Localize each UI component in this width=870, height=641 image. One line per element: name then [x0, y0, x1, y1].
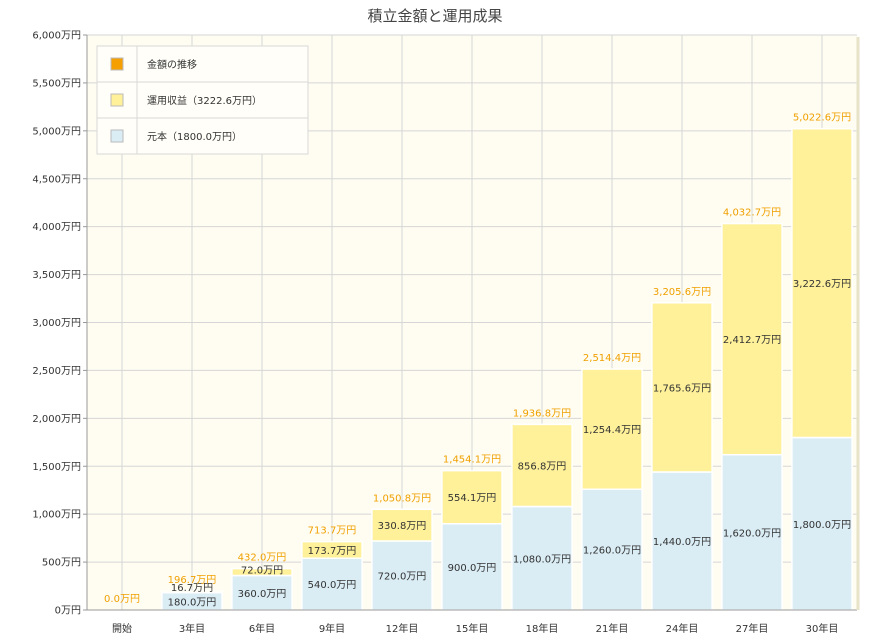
x-tick-label: 21年目 — [596, 622, 629, 635]
x-tick-label: 12年目 — [386, 622, 419, 635]
x-tick-label: 27年目 — [736, 622, 769, 635]
bar-return — [231, 567, 293, 577]
principal-data-label: 1,260.0万円 — [583, 546, 641, 557]
x-tick-label: 24年目 — [666, 622, 699, 635]
y-tick-label: 5,500万円 — [32, 78, 81, 89]
bar-return — [721, 222, 783, 456]
principal-data-label: 720.0万円 — [378, 572, 427, 583]
chart-title: 積立金額と運用成果 — [367, 7, 502, 25]
bar-principal — [371, 540, 433, 611]
bar-principal — [231, 574, 293, 611]
y-tick-label: 3,000万円 — [32, 318, 81, 329]
y-tick-label: 2,000万円 — [32, 414, 81, 425]
return-data-label: 856.8万円 — [518, 461, 567, 472]
y-tick-label: 4,000万円 — [32, 222, 81, 233]
principal-data-label: 540.0万円 — [308, 580, 357, 591]
y-tick-label: 3,500万円 — [32, 270, 81, 281]
bar-return — [511, 423, 573, 508]
total-data-label: 713.7万円 — [308, 526, 357, 537]
return-data-label: 173.7万円 — [308, 546, 357, 557]
return-data-label: 3,222.6万円 — [793, 279, 851, 290]
legend-swatch — [110, 57, 124, 71]
return-data-label: 16.7万円 — [171, 583, 213, 594]
return-data-label: 1,765.6万円 — [653, 383, 711, 394]
legend-swatch — [110, 129, 124, 143]
total-data-label: 0.0万円 — [104, 594, 140, 605]
principal-data-label: 180.0万円 — [168, 597, 217, 608]
y-tick-label: 500万円 — [42, 558, 81, 569]
total-data-label: 432.0万円 — [238, 553, 287, 564]
return-data-label: 330.8万円 — [378, 521, 427, 532]
legend-label: 運用収益（3222.6万円） — [147, 94, 262, 107]
legend-box — [96, 45, 309, 155]
bar-return — [791, 127, 853, 439]
x-tick-label: 15年目 — [456, 622, 489, 635]
return-data-label: 2,412.7万円 — [723, 335, 781, 346]
bar-return — [301, 540, 363, 560]
bar-return — [161, 590, 223, 594]
y-tick-label: 2,500万円 — [32, 366, 81, 377]
total-data-label: 1,936.8万円 — [513, 408, 571, 419]
bar-principal — [721, 454, 783, 611]
return-data-label: 1,254.4万円 — [583, 425, 641, 436]
principal-data-label: 900.0万円 — [448, 563, 497, 574]
bar-principal — [581, 488, 643, 611]
x-tick-label: 9年目 — [319, 622, 345, 635]
total-data-label: 2,514.4万円 — [583, 353, 641, 364]
principal-data-label: 360.0万円 — [238, 589, 287, 600]
y-tick-label: 5,000万円 — [32, 126, 81, 137]
total-data-label: 1,050.8万円 — [373, 493, 431, 504]
x-tick-label: 6年目 — [249, 622, 275, 635]
principal-data-label: 1,620.0万円 — [723, 528, 781, 539]
bar-principal — [301, 557, 363, 611]
return-data-label: 72.0万円 — [241, 566, 283, 577]
y-tick-label: 1,500万円 — [32, 462, 81, 473]
x-tick-label: 開始 — [112, 622, 132, 635]
total-data-label: 3,205.6万円 — [653, 287, 711, 298]
legend-swatch — [110, 93, 124, 107]
bar-principal — [511, 505, 573, 611]
y-tick-label: 6,000万円 — [32, 31, 81, 42]
x-tick-label: 3年目 — [179, 622, 205, 635]
total-data-label: 4,032.7万円 — [723, 208, 781, 219]
total-data-label: 196.7万円 — [168, 575, 217, 586]
bar-principal — [651, 471, 713, 611]
total-data-label: 1,454.1万円 — [443, 455, 501, 466]
y-tick-label: 4,500万円 — [32, 174, 81, 185]
y-tick-label: 0万円 — [55, 606, 81, 617]
bar-return — [441, 469, 503, 525]
y-tick-label: 1,000万円 — [32, 510, 81, 521]
total-data-label: 5,022.6万円 — [793, 113, 851, 124]
x-tick-label: 18年目 — [526, 622, 559, 635]
legend-label: 元本（1800.0万円） — [147, 130, 242, 143]
bar-return — [581, 368, 643, 490]
legend-label: 金額の推移 — [147, 58, 197, 71]
bar-principal — [441, 523, 503, 611]
bar-principal — [791, 436, 853, 611]
bar-return — [371, 508, 433, 542]
x-tick-label: 30年目 — [806, 622, 839, 635]
return-data-label: 554.1万円 — [448, 493, 497, 504]
bar-return — [651, 302, 713, 473]
principal-data-label: 1,080.0万円 — [513, 554, 571, 565]
principal-data-label: 1,800.0万円 — [793, 520, 851, 531]
principal-data-label: 1,440.0万円 — [653, 537, 711, 548]
